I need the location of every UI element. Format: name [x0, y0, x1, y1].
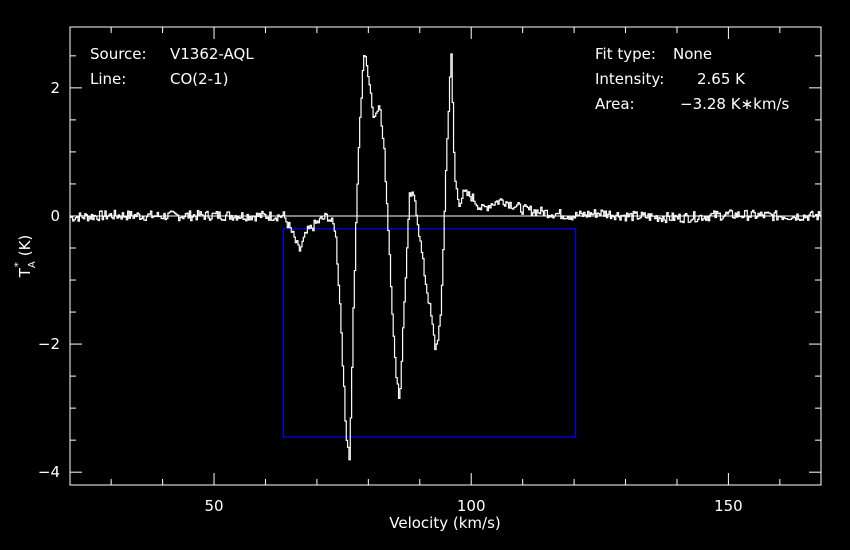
intensity-value: 2.65 K: [697, 70, 746, 88]
x-tick-label: 50: [204, 497, 223, 515]
line-label: Line:: [90, 70, 126, 88]
intensity-label: Intensity:: [595, 70, 664, 88]
y-tick-label: 0: [50, 207, 60, 225]
axis-tick-labels: 50 100 150 −4 −2 0 2: [38, 79, 743, 515]
y-tick-label: −2: [38, 335, 60, 353]
source-label: Source:: [90, 45, 147, 63]
x-tick-label: 150: [714, 497, 743, 515]
fit-type-value: None: [673, 45, 712, 63]
y-axis-label-main: T: [16, 267, 34, 278]
y-tick-label: −4: [38, 463, 60, 481]
spectrum-line: [70, 53, 822, 461]
y-axis-label-unit: (K): [16, 235, 34, 257]
fit-type-label: Fit type:: [595, 45, 656, 63]
y-axis-label-sub: A: [27, 261, 38, 268]
plot-frame: [69, 26, 822, 486]
y-axis-label: TA* (K): [13, 235, 38, 279]
y-tick-label: 2: [50, 79, 60, 97]
source-value: V1362-AQL: [170, 45, 254, 63]
y-axis-label-sup: *: [13, 262, 24, 267]
svg-text:TA*(K): TA* (K): [13, 235, 38, 279]
integration-window-box: [282, 228, 577, 438]
x-tick-label: 100: [457, 497, 486, 515]
area-label: Area:: [595, 95, 635, 113]
line-value: CO(2-1): [170, 70, 228, 88]
area-value: −3.28 K∗km/s: [680, 95, 789, 113]
x-axis-label: Velocity (km/s): [389, 514, 500, 532]
